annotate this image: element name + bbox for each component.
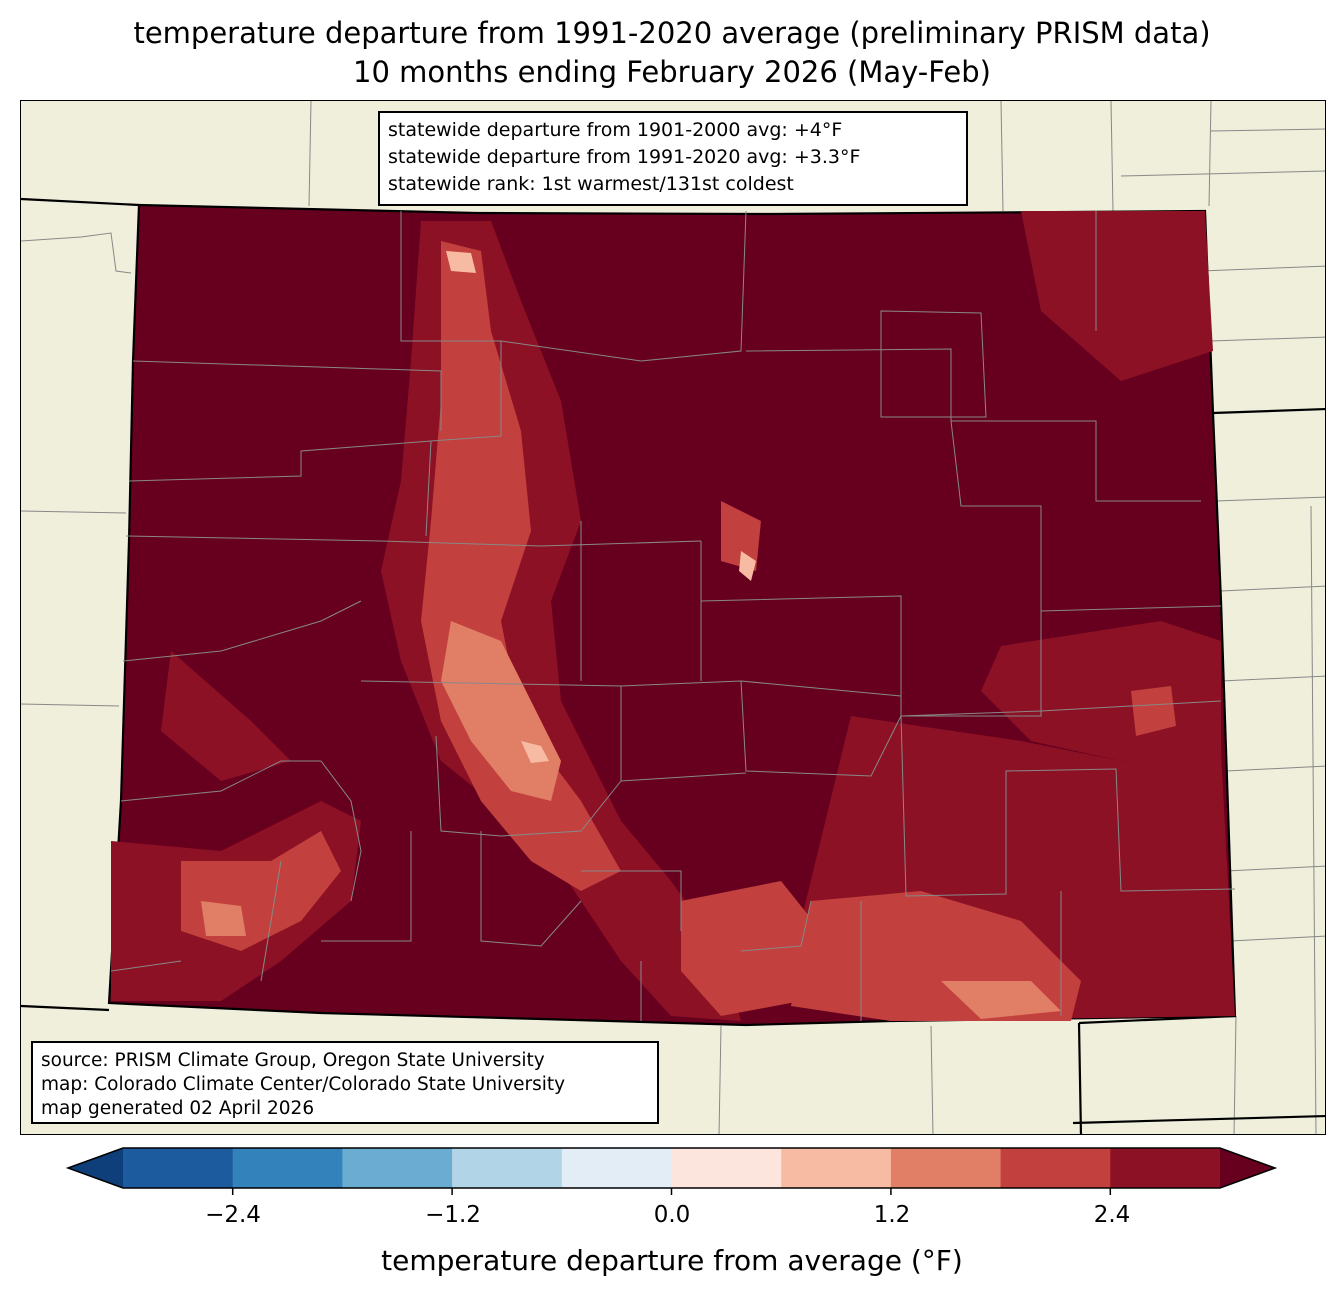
- county-lines: [110, 210, 1236, 1021]
- colorbar-cell: [890, 1148, 1002, 1188]
- map-title-line2: 10 months ending February 2026 (May-Feb): [353, 55, 991, 89]
- colorado-map-panel: [20, 100, 1326, 1135]
- colorbar-tick-label: −2.4: [205, 1202, 261, 1228]
- colorbar: [65, 1147, 1278, 1195]
- colorbar-cell: [781, 1148, 892, 1188]
- neighbor-county-lines: [21, 101, 1325, 1134]
- colorbar-tick-label: −1.2: [425, 1202, 481, 1228]
- colorbar-cell: [1000, 1148, 1111, 1188]
- colorbar-tick-label: 0.0: [653, 1202, 691, 1228]
- source-credits-box: source: PRISM Climate Group, Oregon Stat…: [31, 1041, 659, 1124]
- map-credit-line: map: Colorado Climate Center/Colorado St…: [41, 1074, 566, 1095]
- colorbar-outline: [65, 1147, 1278, 1189]
- colorbar-cell: [452, 1148, 563, 1188]
- colorbar-tick-label: 2.4: [1093, 1202, 1131, 1228]
- colorado-map-svg: [21, 101, 1325, 1134]
- source-line: source: PRISM Climate Group, Oregon Stat…: [41, 1050, 545, 1071]
- south-central-zone: [681, 881, 821, 1016]
- colorbar-cell: [232, 1148, 343, 1188]
- stats-rank: statewide rank: 1st warmest/131st coldes…: [388, 173, 794, 195]
- peak-hotspot: [521, 741, 549, 763]
- temperature-field: [107, 203, 1237, 1027]
- colorbar-cell: [123, 1148, 234, 1188]
- colorbar-tick-marks: [231, 1188, 1112, 1195]
- front-range-hotspot: [739, 551, 756, 581]
- west-slope-zone: [161, 651, 291, 781]
- front-range-spot: [721, 501, 761, 571]
- stats-departure-1901-2000: statewide departure from 1901-2000 avg: …: [388, 119, 843, 141]
- colorbar-cells: [68, 1148, 1275, 1188]
- colorbar-cell: [342, 1148, 453, 1188]
- colorbar-cell: [671, 1148, 782, 1188]
- northeast-zone: [1021, 211, 1213, 381]
- colorbar-tick-label: 1.2: [873, 1202, 911, 1228]
- colorbar-cell: [561, 1148, 672, 1188]
- north-park-hotspot: [446, 251, 476, 273]
- generated-date-line: map generated 02 April 2026: [41, 1098, 315, 1119]
- southwest-hotspot: [201, 901, 246, 936]
- map-title-line1: temperature departure from 1991-2020 ave…: [133, 16, 1211, 50]
- stats-departure-1991-2020: statewide departure from 1991-2020 avg: …: [388, 146, 861, 168]
- colorbar-under-arrow: [68, 1148, 123, 1188]
- colorbar-cell: [1110, 1148, 1221, 1188]
- statewide-stats-box: statewide departure from 1901-2000 avg: …: [378, 111, 968, 206]
- south-plains-hotspot: [941, 981, 1061, 1019]
- east-plains-spot: [1131, 686, 1176, 736]
- colorbar-over-arrow: [1220, 1148, 1275, 1188]
- colorbar-label: temperature departure from average (°F): [381, 1244, 963, 1277]
